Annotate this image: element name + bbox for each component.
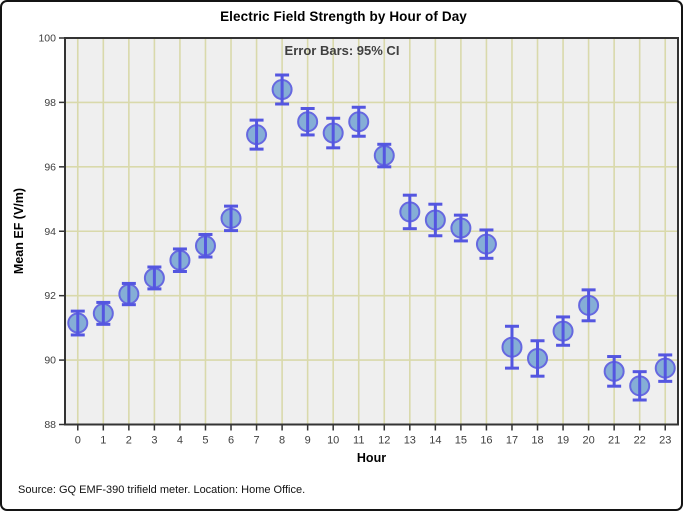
- x-tick-label: 23: [659, 435, 671, 447]
- y-tick-label: 98: [44, 97, 56, 109]
- x-tick-label: 12: [378, 435, 390, 447]
- source-note: Source: GQ EMF-390 trifield meter. Locat…: [18, 484, 306, 496]
- x-tick-label: 8: [279, 435, 285, 447]
- x-tick-label: 20: [582, 435, 594, 447]
- y-tick-label: 96: [44, 161, 56, 173]
- y-tick-label: 100: [38, 33, 56, 45]
- x-tick-label: 21: [608, 435, 620, 447]
- x-tick-label: 4: [177, 435, 183, 447]
- x-tick-label: 0: [75, 435, 81, 447]
- x-axis-label: Hour: [356, 451, 387, 465]
- x-tick-label: 13: [404, 435, 416, 447]
- x-tick-label: 11: [353, 435, 364, 447]
- x-tick-label: 14: [429, 435, 441, 447]
- chart-title: Electric Field Strength by Hour of Day: [220, 9, 467, 24]
- x-tick-label: 15: [455, 435, 467, 447]
- x-tick-label: 6: [228, 435, 234, 447]
- y-tick-label: 88: [44, 419, 56, 431]
- x-tick-label: 1: [100, 435, 106, 447]
- x-tick-label: 16: [480, 435, 492, 447]
- x-tick-label: 19: [557, 435, 569, 447]
- x-tick-label: 2: [126, 435, 132, 447]
- x-tick-label: 3: [151, 435, 157, 447]
- x-tick-label: 9: [305, 435, 311, 447]
- y-axis-label: Mean EF (V/m): [12, 187, 26, 275]
- x-tick-label: 18: [531, 435, 543, 447]
- y-tick-label: 92: [44, 290, 56, 302]
- y-tick-label: 90: [44, 355, 56, 367]
- x-tick-label: 5: [202, 435, 208, 447]
- x-tick-label: 7: [254, 435, 260, 447]
- x-tick-label: 22: [634, 435, 646, 447]
- error-bars-annotation: Error Bars: 95% CI: [284, 43, 400, 58]
- y-tick-label: 94: [44, 226, 56, 238]
- x-tick-label: 17: [506, 435, 518, 447]
- x-tick-label: 10: [327, 435, 339, 447]
